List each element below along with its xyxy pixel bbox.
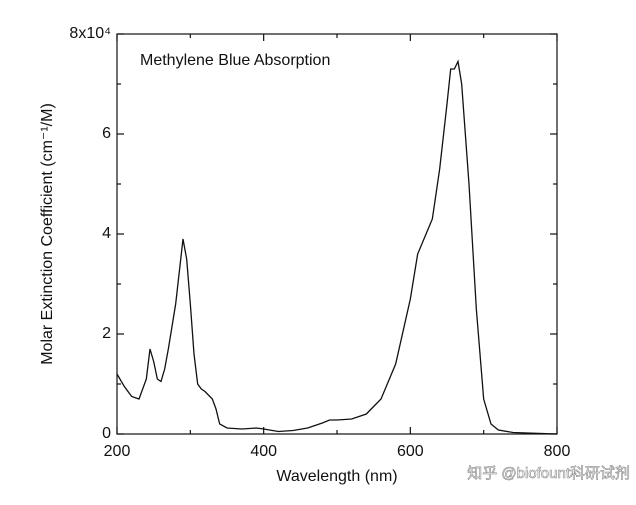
chart-title: Methylene Blue Absorption (140, 52, 330, 69)
x-axis-label: Wavelength (nm) (276, 468, 397, 485)
x-tick-label: 800 (544, 443, 571, 460)
y-axis-label: Molar Extinction Coefficient (cm⁻¹/M) (39, 103, 56, 365)
y-tick-label: 2 (102, 325, 111, 342)
plot-frame (116, 33, 558, 435)
data-line (116, 59, 558, 435)
y-tick-label: 8x10⁴ (69, 25, 111, 42)
y-tick-label: 0 (102, 425, 111, 442)
y-tick-label: 6 (102, 125, 111, 142)
x-tick-label: 600 (397, 443, 424, 460)
y-tick-label: 4 (102, 225, 111, 242)
watermark: 知乎 @biofount科研试剂 (467, 465, 630, 482)
x-tick-label: 200 (104, 443, 131, 460)
x-tick-label: 400 (250, 443, 277, 460)
